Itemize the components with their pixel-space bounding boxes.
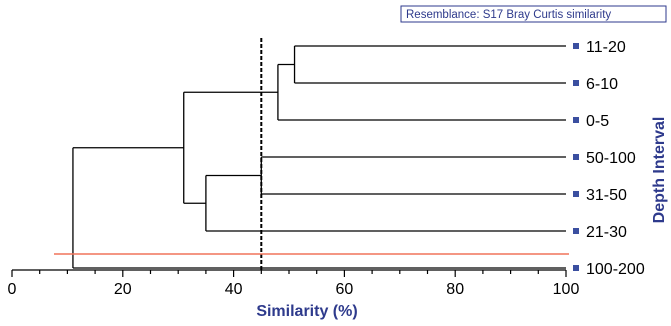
leaf-label-6-10: 6-10 [586, 76, 618, 93]
annotation-box [400, 5, 667, 23]
leaf-marker [573, 191, 579, 197]
leaf-label-100-200: 100-200 [586, 261, 645, 278]
leaf-labels: 11-20 6-10 0-5 50-100 31-50 21-30 100-200 [573, 39, 645, 278]
leaf-label-11-20: 11-20 [586, 39, 626, 56]
leaf-marker [573, 154, 579, 160]
x-tick-label: 20 [114, 281, 132, 298]
x-tick-label: 60 [336, 281, 354, 298]
leaf-label-31-50: 31-50 [586, 187, 627, 204]
leaf-label-21-30: 21-30 [586, 224, 627, 241]
leaf-marker [573, 43, 579, 49]
x-tick-label: 40 [225, 281, 243, 298]
x-tick-label: 0 [8, 281, 17, 298]
leaf-marker [573, 117, 579, 123]
annotation-text: Resemblance: S17 Bray Curtis similarity [406, 9, 611, 21]
x-axis-title: Similarity (%) [256, 303, 357, 320]
resemblance-annotation: Resemblance: S17 Bray Curtis similarity [400, 5, 667, 23]
leaf-marker [573, 80, 579, 86]
dendrogram-branches [72, 45, 566, 269]
x-tick-label: 80 [446, 281, 464, 298]
leaf-label-0-5: 0-5 [586, 113, 609, 130]
x-axis: 0 20 40 60 80 100 [8, 269, 580, 298]
leaf-marker [573, 228, 579, 234]
leaf-marker [573, 265, 579, 271]
y-axis-title: Depth Interval [651, 117, 668, 224]
leaf-label-50-100: 50-100 [586, 150, 636, 167]
x-tick-label: 100 [553, 281, 580, 298]
